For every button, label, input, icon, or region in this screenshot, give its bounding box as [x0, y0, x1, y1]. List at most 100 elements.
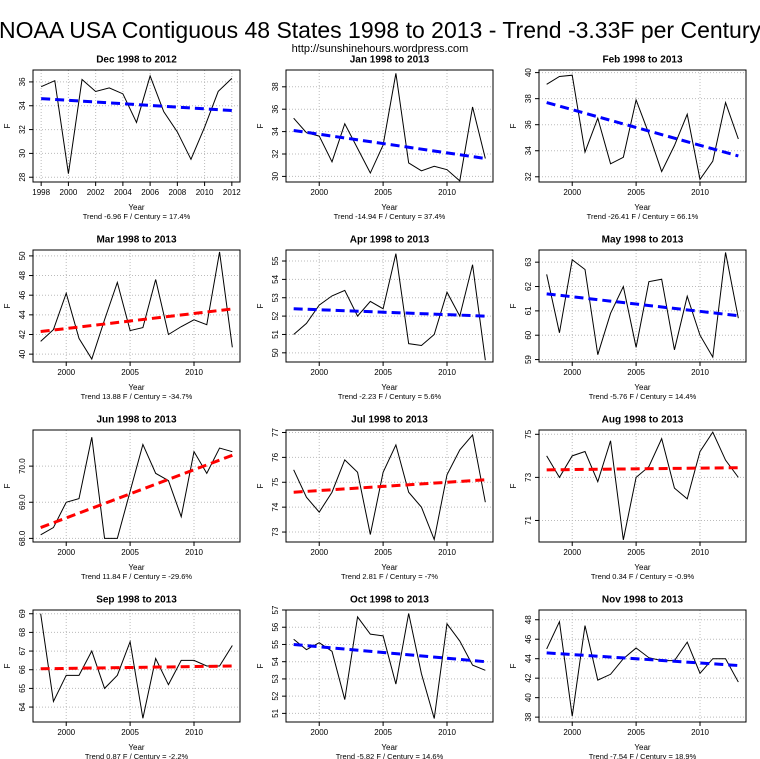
x-tick-label: 2010 [438, 188, 456, 197]
y-tick-label: 38 [524, 94, 533, 103]
y-axis-label: F [3, 663, 12, 668]
y-tick-label: 60 [524, 330, 533, 339]
y-tick-label: 40 [18, 349, 27, 358]
trend-note: Trend 0.87 F / Century = -2.2% [85, 752, 189, 759]
x-tick-label: 2010 [438, 368, 456, 377]
chart-panel: Jun 1998 to 2013 68.0 69.0 70.0 2000 2005 2010… [3, 415, 241, 581]
x-axis-label: Year [634, 203, 651, 212]
data-line [40, 437, 233, 539]
y-tick-label: 44 [524, 654, 533, 663]
x-axis-label: Year [634, 563, 651, 572]
y-tick-label: 36 [524, 120, 533, 129]
x-tick-label: 2010 [185, 548, 203, 557]
chart-panel: Jan 1998 to 2013 30 32 34 36 38 2000 2005 2010 Ye… [256, 55, 494, 221]
y-tick-label: 75 [524, 429, 533, 438]
y-tick-label: 75 [271, 477, 280, 486]
x-axis-label: Year [381, 563, 398, 572]
x-tick-label: 2005 [121, 728, 139, 737]
trend-line [293, 478, 486, 494]
x-axis-label: Year [128, 203, 145, 212]
trend-note: Trend -2.23 F / Century = 5.6% [338, 392, 442, 401]
x-axis-label: Year [381, 203, 398, 212]
trend-note: Trend -5.82 F / Century = 14.6% [336, 752, 444, 759]
data-line [40, 251, 233, 361]
plot-frame [538, 609, 747, 723]
x-tick-label: 2010 [691, 188, 709, 197]
trend-line [293, 307, 486, 318]
chart-panel: May 1998 to 2013 59 60 61 62 63 2000 2005 2010 Ye… [509, 235, 747, 401]
chart-panel: Nov 1998 to 2013 38 40 42 44 46 48 2000 2005 2010… [509, 595, 747, 759]
trend-line [546, 292, 739, 318]
x-axis-label: Year [381, 383, 398, 392]
y-tick-label: 56 [271, 622, 280, 631]
x-tick-label: 2005 [121, 548, 139, 557]
trend-note: Trend -7.54 F / Century = 18.9% [589, 752, 697, 759]
y-tick-label: 69.0 [18, 494, 27, 510]
y-tick-label: 32 [524, 172, 533, 181]
y-tick-label: 68.0 [18, 530, 27, 546]
trend-note: Trend -26.41 F / Century = 66.1% [587, 212, 699, 221]
trend-note: Trend -6.96 F / Century = 17.4% [83, 212, 191, 221]
plot-frame [32, 429, 241, 543]
x-tick-label: 2000 [310, 728, 328, 737]
trend-line [293, 642, 486, 664]
chart-panel: Aug 1998 to 2013 71 73 75 2000 2005 2010 Year F T… [509, 415, 747, 581]
y-axis-label: F [256, 483, 265, 488]
y-tick-label: 70.0 [18, 458, 27, 474]
y-tick-label: 53 [271, 293, 280, 302]
y-axis-label: F [3, 303, 12, 308]
x-tick-label: 2008 [168, 188, 186, 197]
trend-note: Trend -5.76 F / Century = 14.4% [589, 392, 697, 401]
y-tick-label: 63 [524, 257, 533, 266]
y-tick-label: 52 [271, 311, 280, 320]
chart-title: Jul 1998 to 2013 [351, 415, 428, 426]
y-tick-label: 46 [18, 290, 27, 299]
plot-frame [538, 69, 747, 183]
chart-title: May 1998 to 2013 [602, 235, 684, 246]
chart-panel: Jul 1998 to 2013 73 74 75 76 77 2000 2005 2010 Ye… [256, 415, 494, 581]
y-tick-label: 76 [271, 452, 280, 461]
chart-panel: Mar 1998 to 2013 40 42 44 46 48 50 2000 2005 2010… [3, 235, 241, 401]
y-tick-label: 51 [271, 329, 280, 338]
x-tick-label: 2005 [627, 368, 645, 377]
y-tick-label: 54 [271, 274, 280, 283]
x-tick-label: 2005 [121, 368, 139, 377]
y-tick-label: 69 [18, 609, 27, 618]
chart-panel: Sep 1998 to 2013 64 65 66 67 68 69 2000 2005 2010… [3, 595, 241, 759]
y-tick-label: 73 [271, 527, 280, 536]
trend-line [546, 466, 739, 472]
chart-title: Feb 1998 to 2013 [602, 55, 682, 66]
trend-note: Trend 0.34 F / Century = -0.9% [591, 572, 695, 581]
plot-frame [285, 609, 494, 723]
x-tick-label: 2000 [57, 728, 75, 737]
trend-line [546, 651, 739, 668]
plot-frame [32, 69, 241, 183]
trend-note: Trend -14.94 F / Century = 37.4% [334, 212, 446, 221]
x-tick-label: 2000 [310, 368, 328, 377]
x-axis-label: Year [634, 383, 651, 392]
x-tick-label: 2010 [691, 368, 709, 377]
y-tick-label: 55 [271, 256, 280, 265]
y-tick-label: 48 [524, 615, 533, 624]
chart-panel: Dec 1998 to 2012 28 30 32 34 36 1998 2000 2002 20… [3, 55, 241, 221]
x-tick-label: 2000 [563, 188, 581, 197]
trend-line [293, 128, 486, 160]
x-tick-label: 2010 [185, 368, 203, 377]
x-axis-label: Year [634, 743, 651, 752]
x-tick-label: 2005 [374, 368, 392, 377]
chart-title: Jan 1998 to 2013 [350, 55, 430, 66]
data-line [293, 73, 486, 182]
y-tick-label: 66 [18, 665, 27, 674]
x-tick-label: 2000 [563, 728, 581, 737]
y-tick-label: 34 [18, 101, 27, 110]
y-axis-label: F [3, 483, 12, 488]
x-tick-label: 2000 [310, 188, 328, 197]
x-tick-label: 2000 [310, 548, 328, 557]
y-axis-label: F [256, 303, 265, 308]
y-tick-label: 38 [271, 82, 280, 91]
x-tick-label: 2005 [627, 548, 645, 557]
trend-note: Trend 13.88 F / Century = -34.7% [81, 392, 193, 401]
plot-frame [285, 429, 494, 543]
